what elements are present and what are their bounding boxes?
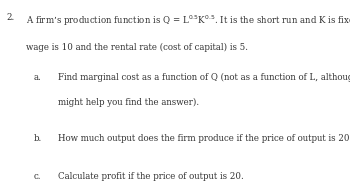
Text: b.: b. (33, 134, 42, 143)
Text: c.: c. (33, 172, 41, 181)
Text: a.: a. (33, 73, 41, 82)
Text: Find marginal cost as a function of Q (not as a function of L, although using L: Find marginal cost as a function of Q (n… (58, 73, 350, 82)
Text: 2.: 2. (6, 13, 15, 22)
Text: Calculate profit if the price of output is 20.: Calculate profit if the price of output … (58, 172, 244, 181)
Text: wage is 10 and the rental rate (cost of capital) is 5.: wage is 10 and the rental rate (cost of … (26, 43, 248, 52)
Text: might help you find the answer).: might help you find the answer). (58, 98, 199, 107)
Text: A firm’s production function is Q = L$^{0.5}$K$^{0.5}$. It is the short run and : A firm’s production function is Q = L$^{… (26, 13, 350, 28)
Text: How much output does the firm produce if the price of output is 20?: How much output does the firm produce if… (58, 134, 350, 143)
